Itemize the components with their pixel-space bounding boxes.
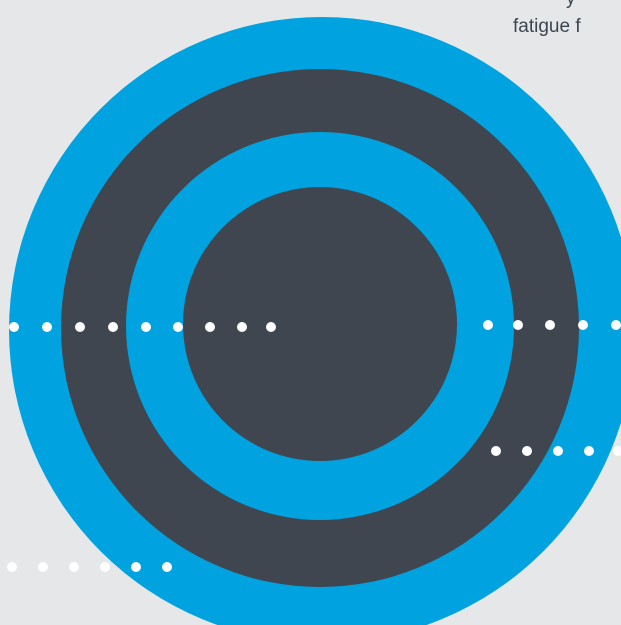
- dot: [100, 562, 110, 572]
- dot: [9, 322, 19, 332]
- dotted-line-lower-right: [491, 446, 621, 456]
- dot: [38, 562, 48, 572]
- dotted-line-right: [483, 320, 621, 330]
- dot: [483, 320, 493, 330]
- dot: [491, 446, 501, 456]
- dot: [131, 562, 141, 572]
- dot: [237, 322, 247, 332]
- dot: [108, 322, 118, 332]
- dotted-line-bottom-left: [7, 562, 172, 572]
- dot: [42, 322, 52, 332]
- caption-text-line-2: fatigue f: [513, 16, 581, 37]
- center-dark-disc: [183, 187, 457, 461]
- dot: [141, 322, 151, 332]
- dot: [69, 562, 79, 572]
- dot: [513, 320, 523, 330]
- dotted-line-left: [9, 322, 276, 332]
- dot: [545, 320, 555, 330]
- dot: [162, 562, 172, 572]
- dot: [613, 446, 621, 456]
- dot: [611, 320, 621, 330]
- caption-text-line-1: y: [566, 0, 576, 10]
- dot: [522, 446, 532, 456]
- dot: [584, 446, 594, 456]
- dot: [7, 562, 17, 572]
- dot: [205, 322, 215, 332]
- dot: [75, 322, 85, 332]
- dot: [578, 320, 588, 330]
- dot: [266, 322, 276, 332]
- dot: [173, 322, 183, 332]
- dot: [553, 446, 563, 456]
